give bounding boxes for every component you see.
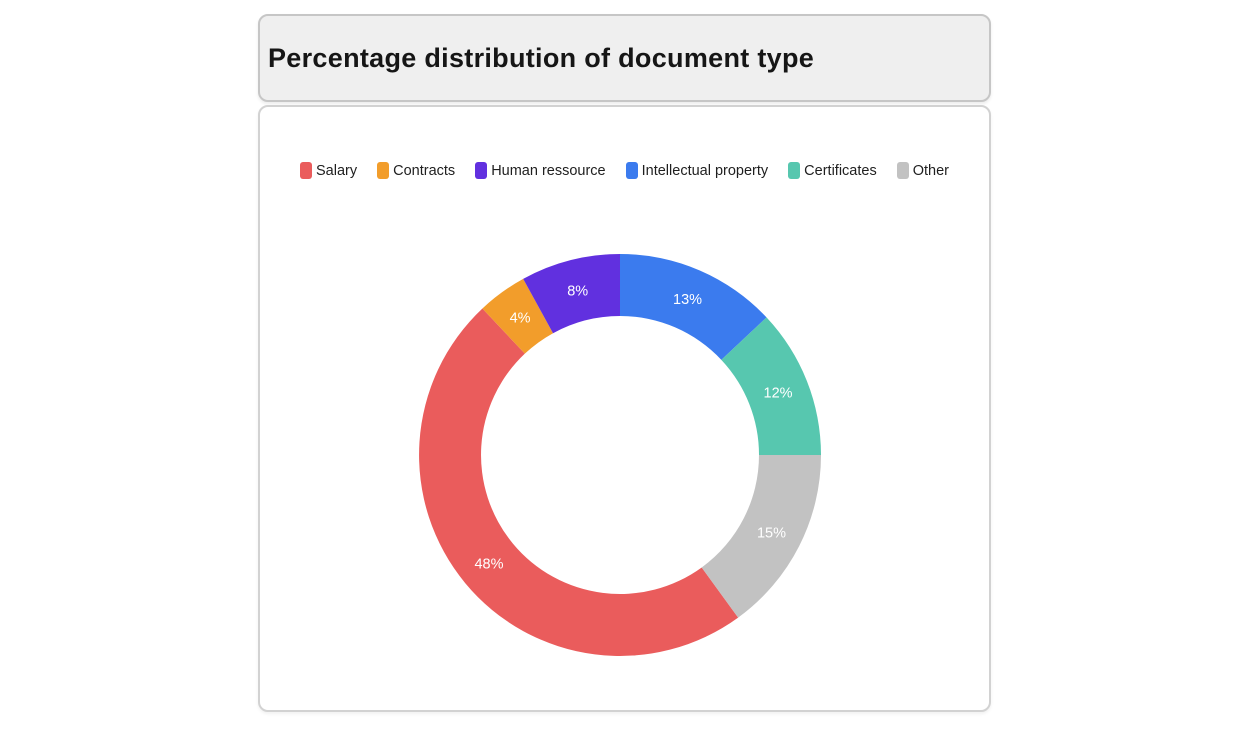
- chart-card-body: Salary Contracts Human ressource Intellectu…: [258, 105, 991, 712]
- legend-swatch: [475, 162, 488, 179]
- donut-chart: 48% 4% 8% 13% 12% 15%: [419, 254, 821, 656]
- legend-label: Certificates: [804, 162, 877, 179]
- legend-item-salary[interactable]: Salary: [300, 162, 357, 179]
- legend-item-certificates[interactable]: Certificates: [788, 162, 877, 179]
- chart-legend: Salary Contracts Human ressource Intellectu…: [260, 162, 989, 179]
- chart-card-header: Percentage distribution of document type: [258, 14, 991, 102]
- donut-slice-intellectual-property[interactable]: [620, 254, 767, 360]
- donut-slice-contracts[interactable]: [482, 278, 554, 354]
- donut-slice-other[interactable]: [701, 455, 821, 618]
- legend-swatch: [788, 162, 801, 179]
- legend-label: Intellectual property: [641, 162, 769, 179]
- donut-slice-value: 13%: [673, 292, 702, 308]
- donut-slice-value: 48%: [474, 556, 503, 572]
- donut-slice-salary[interactable]: [419, 308, 739, 656]
- donut-slice-certificates[interactable]: [721, 317, 821, 455]
- legend-swatch: [377, 162, 390, 179]
- donut-slice-value: 15%: [757, 525, 786, 541]
- legend-item-other[interactable]: Other: [896, 162, 949, 179]
- donut-slice-value: 12%: [764, 385, 793, 401]
- legend-swatch: [300, 162, 313, 179]
- legend-item-intellectual-property[interactable]: Intellectual property: [625, 162, 769, 179]
- legend-swatch: [625, 162, 638, 179]
- donut-slice-human-ressource[interactable]: [523, 254, 620, 334]
- legend-label: Other: [912, 162, 949, 179]
- chart-title: Percentage distribution of document type: [268, 42, 815, 73]
- legend-label: Salary: [316, 162, 358, 179]
- legend-item-contracts[interactable]: Contracts: [377, 162, 455, 179]
- legend-label: Contracts: [393, 162, 456, 179]
- donut-slice-value: 4%: [510, 311, 531, 327]
- legend-swatch: [896, 162, 909, 179]
- legend-label: Human ressource: [491, 162, 606, 179]
- donut-slice-value: 8%: [567, 283, 588, 299]
- legend-item-human-ressource[interactable]: Human ressource: [475, 162, 606, 179]
